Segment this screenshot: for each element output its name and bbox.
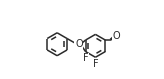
Text: F: F	[93, 59, 98, 69]
Text: O: O	[113, 31, 120, 41]
Text: F: F	[83, 53, 88, 63]
Text: O: O	[75, 39, 83, 49]
